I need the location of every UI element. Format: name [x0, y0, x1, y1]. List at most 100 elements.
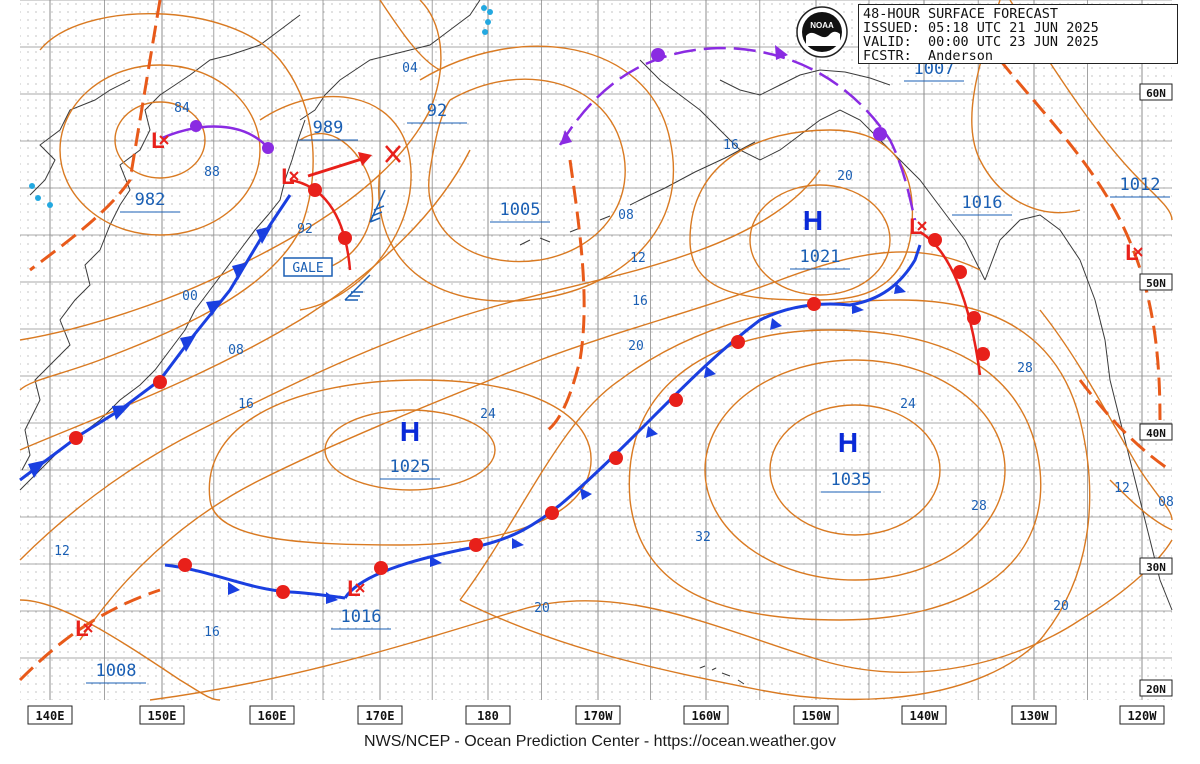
- low-center-x-icon: [1133, 247, 1143, 257]
- ice-marker: [481, 5, 487, 11]
- isobar-label: 20: [534, 601, 550, 616]
- isobar-label: 16: [204, 625, 220, 640]
- isobars: [19, 0, 1173, 701]
- ice-marker: [29, 183, 35, 189]
- header-forecaster: FCSTR: Anderson: [863, 48, 994, 64]
- coastlines: [19, 0, 1173, 685]
- lon-label-box: [249, 705, 295, 725]
- lon-label-box: [27, 705, 73, 725]
- map-background: [20, 0, 1172, 700]
- lat-label-box: [1139, 83, 1173, 101]
- pressure-value: 1021: [800, 247, 841, 267]
- isobar-label: 00: [182, 289, 198, 304]
- lat-label: 50N: [1146, 277, 1166, 290]
- isobar-label: 04: [402, 61, 418, 76]
- low-pressure-icon: L: [909, 214, 922, 239]
- low-center-x-icon: [83, 623, 93, 633]
- low-pressure-icon: L: [281, 164, 294, 189]
- isobar-label: 08: [1158, 495, 1174, 510]
- lon-label: 130W: [1020, 709, 1050, 723]
- isobar-label: 92: [297, 222, 313, 237]
- isobar-label: 20: [628, 339, 644, 354]
- isobar-label: 12: [630, 251, 646, 266]
- noaa-logo-icon: NOAA: [796, 6, 848, 58]
- isobar-label: 12: [1114, 481, 1130, 496]
- pressure-value: 1008: [96, 661, 137, 681]
- isobar-label: 88: [204, 165, 220, 180]
- isobar-label: 16: [632, 294, 648, 309]
- low-pressure-icon: L: [347, 576, 360, 601]
- lon-label-box: [139, 705, 185, 725]
- pressure-value: 1025: [390, 457, 431, 477]
- fronts: [19, 45, 990, 604]
- lon-label: 150E: [148, 709, 177, 723]
- low-center-x-icon: [289, 171, 299, 181]
- pressure-value: 1005: [500, 200, 541, 220]
- header-issued: ISSUED: 05:18 UTC 21 JUN 2025: [863, 20, 1099, 36]
- lon-label: 170E: [366, 709, 395, 723]
- gale-warning-label: GALE: [292, 261, 323, 276]
- isobar-label: 24: [900, 397, 916, 412]
- lon-label-box: [793, 705, 839, 725]
- lon-label-box: [1119, 705, 1165, 725]
- low-center-x-icon: [917, 221, 927, 231]
- noaa-logo-text: NOAA: [810, 21, 834, 30]
- lon-label: 160E: [258, 709, 287, 723]
- lon-label: 140W: [910, 709, 940, 723]
- ice-marker: [47, 202, 53, 208]
- lat-label: 20N: [1146, 683, 1166, 696]
- lon-label-box: [575, 705, 621, 725]
- isobar-label: 16: [238, 397, 254, 412]
- lon-label: 120W: [1128, 709, 1158, 723]
- lon-label-box: [465, 705, 511, 725]
- isobar-label: 32: [695, 530, 711, 545]
- pressure-value: 1016: [962, 193, 1003, 213]
- ice-marker: [35, 195, 41, 201]
- isobar-label: 16: [723, 138, 739, 153]
- low-pressure-icon: L: [75, 616, 88, 641]
- pressure-value: 1016: [341, 607, 382, 627]
- lat-label-box: [1139, 557, 1173, 575]
- low-pressure-icon: L: [1125, 240, 1138, 265]
- isobar-label: 28: [971, 499, 987, 514]
- lat-label: 60N: [1146, 87, 1166, 100]
- gale-warning-box: [283, 257, 333, 277]
- high-pressure-icon: H: [400, 416, 420, 447]
- lon-label-box: [1011, 705, 1057, 725]
- lon-label-box: [357, 705, 403, 725]
- isobar-label: 84: [174, 101, 190, 116]
- isobar-label: 12: [54, 544, 70, 559]
- high-pressure-icon: H: [803, 205, 823, 236]
- footer-credit: NWS/NCEP - Ocean Prediction Center - htt…: [364, 733, 836, 750]
- lon-label: 180: [477, 709, 499, 723]
- isobar-label: 20: [837, 169, 853, 184]
- storm-track-arrow: [307, 145, 401, 178]
- lon-label-box: [901, 705, 947, 725]
- low-center-x-icon: [159, 135, 169, 145]
- isobar-label: 24: [480, 407, 496, 422]
- low-center-x-icon: [355, 583, 365, 593]
- pressure-value: 1012: [1120, 175, 1161, 195]
- high-pressure-icon: H: [838, 427, 858, 458]
- troughs: [18, 0, 1171, 682]
- isobar-label: 28: [1017, 361, 1033, 376]
- ice-marker: [487, 9, 493, 15]
- lon-label: 160W: [692, 709, 722, 723]
- low-pressure-icon: L: [151, 128, 164, 153]
- lat-label: 40N: [1146, 427, 1166, 440]
- lat-label-box: [1139, 273, 1173, 291]
- wind-barbs: [344, 189, 386, 301]
- pressure-value: 1035: [831, 470, 872, 490]
- lon-label: 170W: [584, 709, 614, 723]
- ice-marker: [482, 29, 488, 35]
- isobar-label: 20: [1053, 599, 1069, 614]
- pressure-value: 989: [313, 118, 344, 138]
- header-valid: VALID: 00:00 UTC 23 JUN 2025: [863, 34, 1099, 50]
- header-title: 48-HOUR SURFACE FORECAST: [863, 6, 1059, 22]
- isobar-label: 08: [228, 343, 244, 358]
- pressure-value: 1007: [914, 59, 955, 79]
- pressure-value: 92: [427, 101, 447, 121]
- lat-label-box: [1139, 679, 1173, 697]
- lon-label: 150W: [802, 709, 832, 723]
